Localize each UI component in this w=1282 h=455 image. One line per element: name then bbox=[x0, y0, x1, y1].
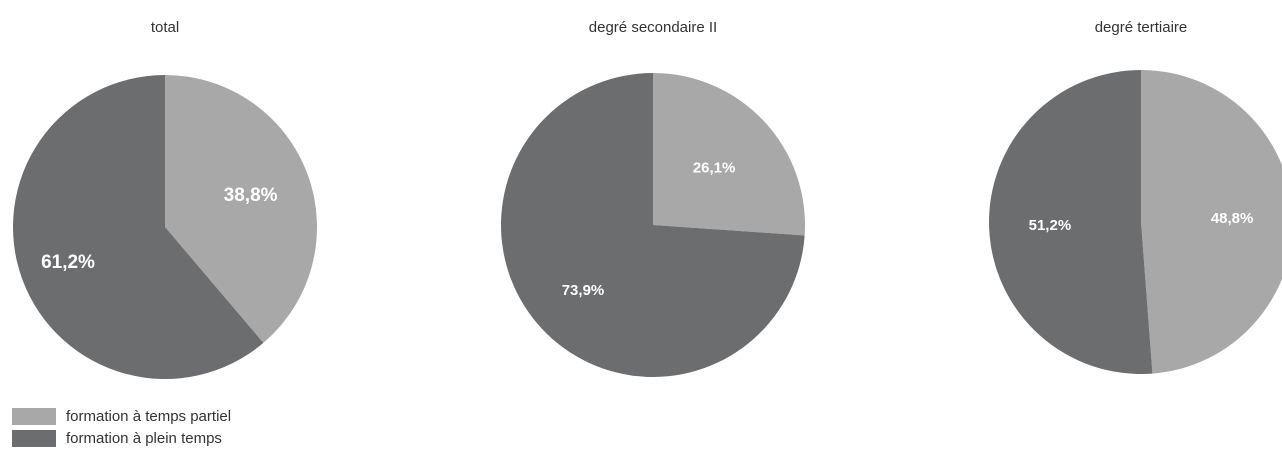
pie-chart-secondaire: degré secondaire II 26,1% 73,9% bbox=[501, 19, 806, 378]
pie-slice-full bbox=[989, 70, 1153, 374]
pie-slice-full bbox=[12, 74, 264, 379]
chart-title: total bbox=[151, 19, 179, 36]
data-label-partial: 26,1% bbox=[693, 160, 736, 177]
legend-swatch-partial bbox=[12, 407, 56, 425]
data-label-full: 51,2% bbox=[1029, 217, 1072, 234]
legend-item-partial: formation à temps partiel bbox=[12, 405, 231, 427]
data-label-partial: 48,8% bbox=[1211, 210, 1254, 227]
pie-chart-tertiaire: degré tertiaire 48,8% 51,2% bbox=[989, 19, 1282, 374]
pie-chart-total: total 38,8% 61,2% bbox=[12, 19, 317, 379]
chart-title: degré secondaire II bbox=[589, 19, 717, 36]
pie-slice-full bbox=[501, 73, 805, 378]
legend: formation à temps partiel formation à pl… bbox=[12, 405, 231, 449]
legend-swatch-full bbox=[12, 429, 56, 447]
data-label-partial: 38,8% bbox=[224, 185, 278, 206]
pie-slice-partial bbox=[1141, 70, 1282, 374]
data-label-full: 61,2% bbox=[41, 252, 95, 273]
legend-item-full: formation à plein temps bbox=[12, 427, 231, 449]
pie-slice-partial bbox=[653, 73, 806, 236]
legend-label-partial: formation à temps partiel bbox=[66, 407, 232, 425]
legend-label-full: formation à plein temps bbox=[66, 429, 222, 447]
pie-slice-partial bbox=[165, 75, 317, 343]
data-label-full: 73,9% bbox=[562, 282, 605, 299]
chart-title: degré tertiaire bbox=[1095, 19, 1188, 36]
